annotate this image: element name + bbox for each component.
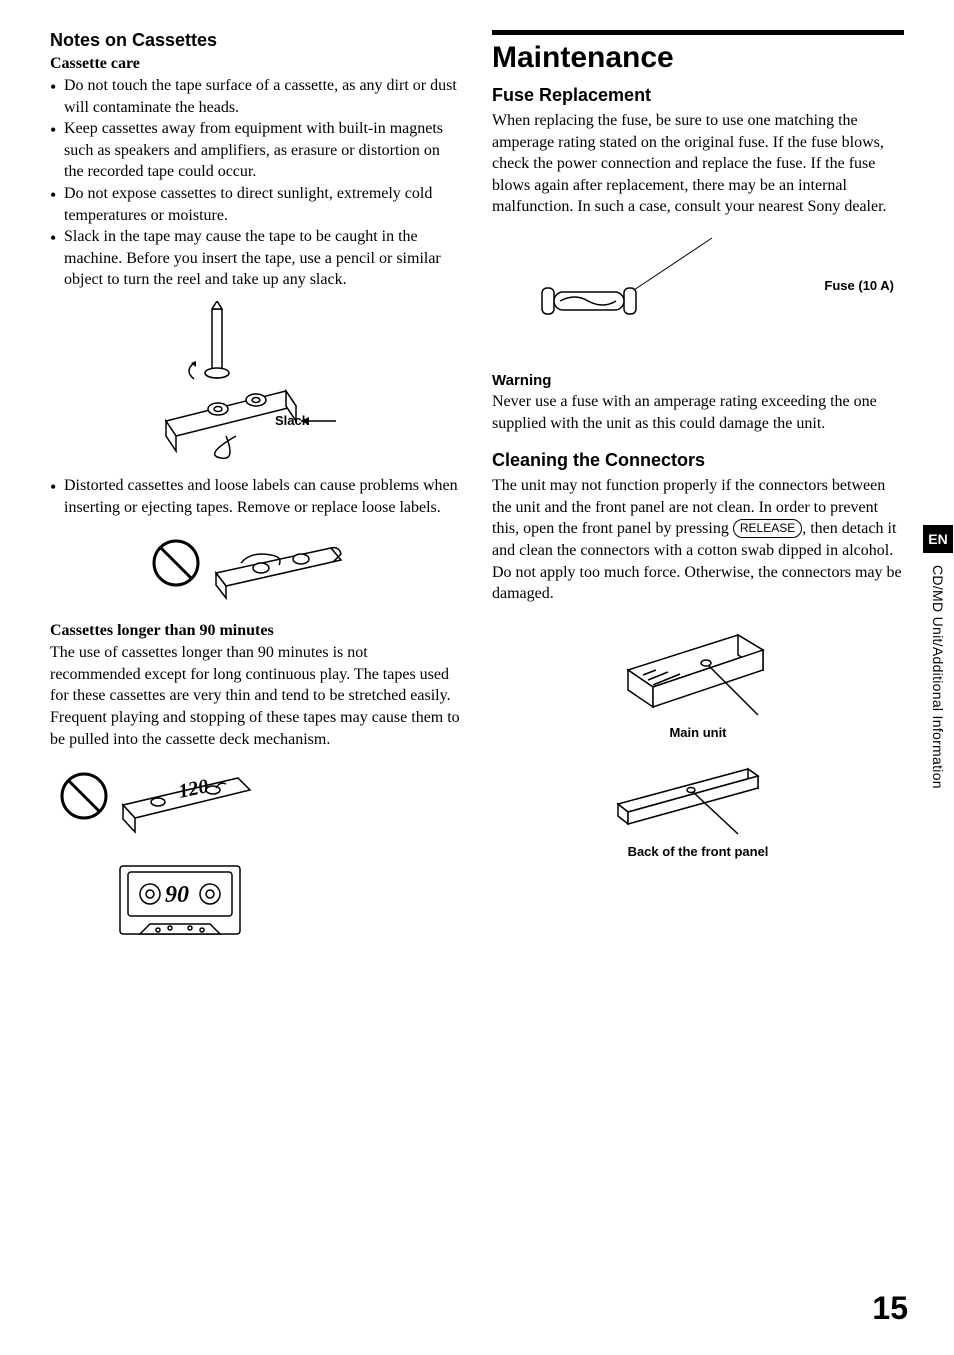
paragraph-cleaning: The unit may not function properly if th… — [492, 475, 904, 605]
svg-text:90: 90 — [165, 882, 189, 908]
figure-120-cassette: 120 — [58, 760, 462, 840]
page-number: 15 — [872, 1290, 908, 1327]
main-unit-illustration — [598, 615, 798, 725]
fuse-illustration — [512, 228, 752, 358]
heading-cassettes-longer-90: Cassettes longer than 90 minutes — [50, 622, 462, 640]
figure-90-cassette: 90 — [110, 854, 462, 954]
side-tab: EN CD/MD Unit/Additional Information — [922, 525, 954, 789]
list-item: Do not expose cassettes to direct sunlig… — [50, 183, 462, 226]
cassette-care-list-2: Distorted cassettes and loose labels can… — [50, 475, 462, 518]
section-rule — [492, 30, 904, 35]
section-tab: CD/MD Unit/Additional Information — [930, 565, 946, 789]
back-panel-label: Back of the front panel — [492, 844, 904, 859]
cassette-care-list: Do not touch the tape surface of a casse… — [50, 75, 462, 291]
right-column: Maintenance Fuse Replacement When replac… — [492, 30, 904, 968]
distorted-cassette-illustration — [146, 528, 366, 608]
paragraph-cassettes-longer-90: The use of cassettes longer than 90 minu… — [50, 642, 462, 750]
heading-maintenance: Maintenance — [492, 41, 904, 75]
page-content: Notes on Cassettes Cassette care Do not … — [50, 30, 904, 968]
list-item: Distorted cassettes and loose labels can… — [50, 475, 462, 518]
heading-cassette-care: Cassette care — [50, 55, 462, 73]
left-column: Notes on Cassettes Cassette care Do not … — [50, 30, 462, 968]
heading-cleaning-connectors: Cleaning the Connectors — [492, 450, 904, 471]
back-panel-illustration — [598, 754, 798, 844]
paragraph-warning: Never use a fuse with an amperage rating… — [492, 391, 904, 434]
figure-back-panel: Back of the front panel — [492, 754, 904, 859]
cassette-120-illustration: 120 — [58, 760, 278, 840]
fuse-label: Fuse (10 A) — [824, 278, 894, 293]
slack-illustration — [126, 301, 386, 461]
figure-fuse: Fuse (10 A) — [492, 228, 904, 358]
figure-main-unit: Main unit — [492, 615, 904, 740]
cassette-90-illustration: 90 — [110, 854, 250, 954]
heading-fuse-replacement: Fuse Replacement — [492, 85, 904, 106]
list-item: Keep cassettes away from equipment with … — [50, 118, 462, 183]
heading-notes-cassettes: Notes on Cassettes — [50, 30, 462, 51]
slack-label: Slack — [275, 413, 309, 428]
heading-warning: Warning — [492, 372, 904, 389]
list-item: Do not touch the tape surface of a casse… — [50, 75, 462, 118]
figure-slack: Slack — [50, 301, 462, 461]
language-tab: EN — [923, 525, 953, 553]
paragraph-fuse: When replacing the fuse, be sure to use … — [492, 110, 904, 218]
list-item: Slack in the tape may cause the tape to … — [50, 226, 462, 291]
figure-distorted-cassette — [50, 528, 462, 608]
main-unit-label: Main unit — [492, 725, 904, 740]
release-button-label: RELEASE — [733, 519, 802, 537]
